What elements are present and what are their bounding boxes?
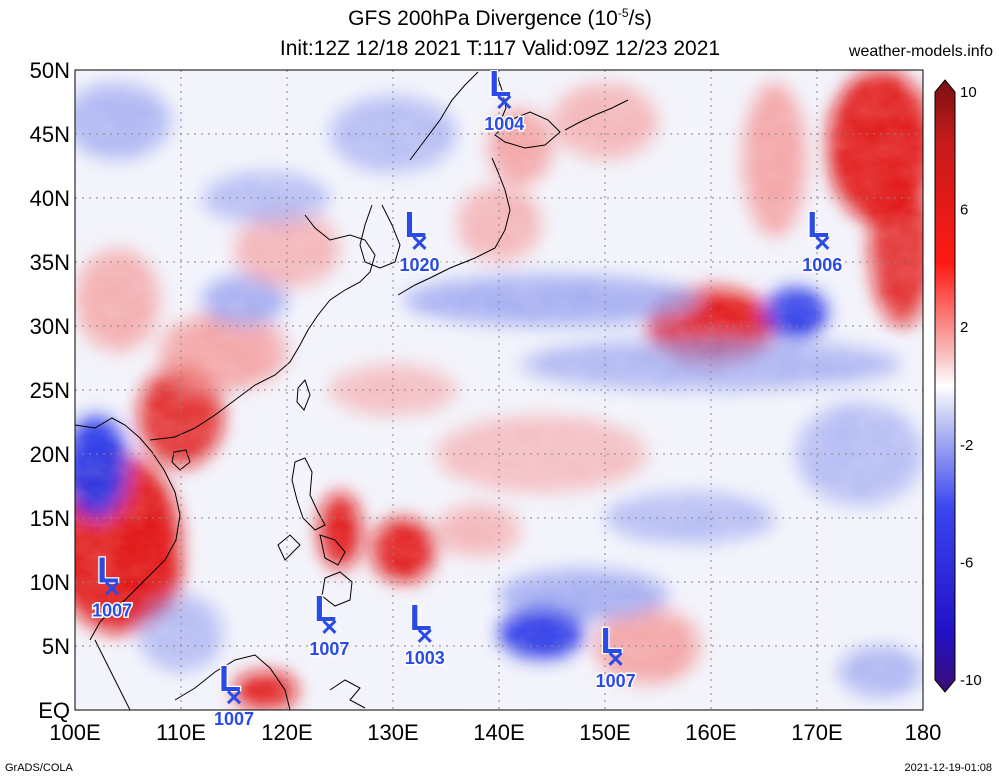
colorbar-labels: 10 6 2 -2 -6 -10 (960, 84, 982, 689)
latitude-label: EQ (38, 698, 70, 723)
korea-coastline (359, 204, 401, 269)
low-center-mark (417, 628, 432, 643)
colorbar: 10 6 2 -2 -6 -10 (934, 79, 982, 693)
colorbar-gradient (934, 79, 956, 693)
lat-lon-grid (75, 70, 923, 710)
chart-title: GFS 200hPa Divergence (10-5/s) (0, 6, 1000, 31)
colorbar-tick-label: 6 (960, 202, 968, 219)
longitude-label: 130E (367, 720, 418, 745)
low-pressure-value: 1006 (802, 255, 842, 275)
low-pressure-value: 1020 (399, 255, 439, 275)
low-center-mark (412, 235, 427, 250)
colorbar-tick-label: -6 (960, 554, 973, 571)
colorbar-tick-label: 2 (960, 319, 968, 336)
map-frame (74, 69, 924, 711)
low-center-mark (322, 619, 337, 634)
latitude-label: 50N (30, 58, 70, 83)
china-coastline (149, 214, 376, 441)
low-pressure-value: 1003 (405, 648, 445, 668)
latitude-label: 30N (30, 314, 70, 339)
chart-subtitle: Init:12Z 12/18 2021 T:117 Valid:09Z 12/2… (279, 37, 721, 60)
footer-credit: GrADS/COLA (5, 762, 73, 774)
low-center-mark (608, 651, 623, 666)
low-center-mark (815, 235, 830, 250)
latitude-label: 5N (42, 634, 70, 659)
latitude-label: 25N (30, 378, 70, 403)
japan-coastline (397, 157, 511, 296)
hokkaido-coastline (494, 111, 561, 149)
low-pressure-value: 1007 (309, 639, 349, 659)
longitude-label: 160E (685, 720, 736, 745)
latitude-label: 15N (30, 506, 70, 531)
latitude-label: 10N (30, 570, 70, 595)
colorbar-tick-label: -10 (960, 672, 982, 689)
malay-coastline (94, 639, 131, 710)
taiwan-coastline (296, 379, 311, 411)
low-pressure-value: 1007 (214, 709, 254, 729)
sulawesi-coastline (329, 679, 366, 709)
colorbar-tick-label: -2 (960, 437, 973, 454)
low-pressure-value: 1007 (92, 600, 132, 620)
title-exponent: -5 (617, 6, 629, 20)
latitude-labels: 50N 45N 40N 35N 30N 25N 20N 15N 10N 5N EQ (30, 58, 70, 723)
longitude-label: 150E (579, 720, 630, 745)
low-center-mark (226, 690, 242, 705)
latitude-label: 35N (30, 250, 70, 275)
longitude-label: 180 (905, 720, 942, 745)
longitude-label: 120E (261, 720, 312, 745)
coastlines (75, 70, 629, 710)
latitude-label: 20N (30, 442, 70, 467)
site-credit: weather-models.info (848, 43, 993, 60)
mindanao-coastline (321, 571, 353, 607)
sakhalin-coastline (494, 70, 507, 123)
asia-coastline (75, 417, 181, 641)
palawan-coastline (277, 534, 301, 561)
kuril-islands (564, 99, 629, 131)
longitude-labels: 100E 110E 120E 130E 140E 150E 160E 170E 180 (49, 720, 941, 745)
title-text: GFS 200hPa Divergence (10 (348, 7, 618, 30)
low-center-mark (497, 94, 512, 110)
low-pressure-value: 1007 (596, 671, 636, 691)
low-center-mark (105, 581, 120, 596)
longitude-label: 170E (791, 720, 842, 745)
latitude-label: 40N (30, 186, 70, 211)
luzon-coastline (291, 457, 326, 531)
hainan-coastline (171, 449, 191, 471)
borneo-coastline (174, 654, 291, 710)
longitude-label: 140E (473, 720, 524, 745)
title-unit: /s) (628, 7, 652, 30)
latitude-label: 45N (30, 122, 70, 147)
longitude-label: 110E (156, 720, 206, 745)
longitude-label: 100E (49, 720, 100, 745)
visayas-coastline (319, 534, 346, 566)
russia-coastline (409, 71, 479, 161)
footer-timestamp: 2021-12-19-01:08 (904, 762, 992, 774)
colorbar-tick-label: 10 (960, 84, 977, 101)
low-pressure-value: 1004 (484, 114, 524, 134)
